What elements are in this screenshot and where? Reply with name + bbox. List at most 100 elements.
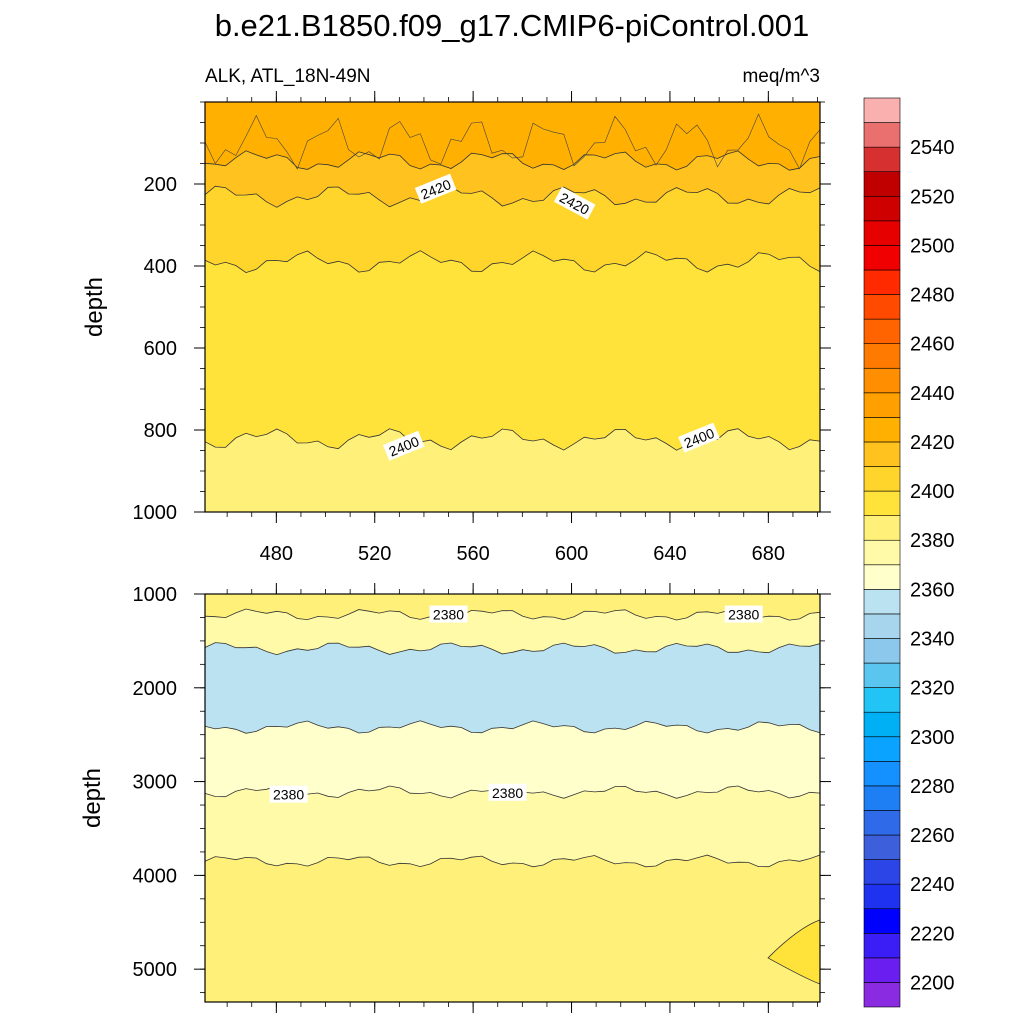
colorbar-tick-label: 2320: [910, 678, 955, 700]
colorbar-box: [863, 441, 901, 467]
colorbar-tick-label: 2280: [910, 776, 955, 798]
contour-band: [205, 720, 820, 799]
y-tick-label: 200: [144, 174, 177, 196]
contour-band: [205, 855, 820, 1002]
upper-plot-frame: [204, 101, 821, 513]
y-tick-label: 3000: [133, 772, 178, 794]
colorbar-box: [863, 687, 901, 713]
lower-axis-ticks: [194, 583, 831, 1013]
colorbar-boxes: [863, 97, 901, 1008]
colorbar-tick-label: 2500: [910, 235, 955, 257]
contour-label-bg: [414, 173, 457, 204]
colorbar-box: [863, 859, 901, 885]
contour-band: [205, 786, 820, 867]
upper-units: meq/m^3: [742, 66, 820, 87]
colorbar-tick-label: 2460: [910, 334, 955, 356]
contour-label: 2380: [269, 785, 308, 803]
colorbar-tick-label: 2400: [910, 481, 955, 503]
colorbar-box: [863, 810, 901, 836]
y-tick-label: 4000: [133, 865, 178, 887]
contour-label-bg: [269, 785, 308, 803]
contour-label: 2380: [724, 605, 763, 623]
colorbar-box: [863, 932, 901, 959]
contour-band: [205, 642, 820, 734]
colorbar-tick-label: 2340: [910, 629, 955, 651]
colorbar-tick-label: 2380: [910, 530, 955, 552]
contour-band: [205, 186, 820, 273]
colorbar-box: [863, 245, 901, 271]
y-tick-label: 400: [144, 256, 177, 278]
contour-label: 2380: [488, 783, 527, 801]
colorbar-box: [863, 367, 901, 394]
contour-line: [204, 608, 821, 621]
colorbar-tick-labels: 2200 2220 2240 2260 2280 2300 2320 2340 2360 2380…: [910, 137, 955, 994]
colorbar-box: [863, 957, 901, 983]
colorbar: 2200 2220 2240 2260 2280 2300 2320 2340 2360 2380…: [863, 97, 955, 1008]
upper-x-tick-labels: 480 520 560 600 640 680: [260, 543, 785, 565]
colorbar-box: [863, 490, 901, 516]
contour-label-bg: [429, 605, 468, 623]
y-tick-label: 1000: [133, 584, 178, 606]
contour-label-text: 2380: [728, 607, 759, 623]
contour-label-bg: [678, 422, 720, 453]
colorbar-box: [863, 97, 901, 123]
colorbar-box: [863, 908, 901, 934]
colorbar-box: [863, 613, 901, 639]
colorbar-tick-label: 2260: [910, 825, 955, 847]
contour-band: [205, 428, 820, 512]
x-tick-label: 600: [555, 543, 588, 565]
y-tick-label: 800: [144, 420, 177, 442]
x-tick-label: 560: [456, 543, 489, 565]
colorbar-box: [863, 736, 901, 762]
lower-plot-frame: [204, 593, 821, 1003]
contour-line: [204, 428, 821, 451]
colorbar-box: [863, 466, 901, 492]
y-tick-label: 600: [144, 338, 177, 360]
contour-line: [204, 720, 821, 734]
upper-fill-bands: [205, 102, 820, 512]
region-name: ATL_18N-49N: [250, 66, 370, 87]
colorbar-box: [863, 171, 901, 197]
y-tick-label: 2000: [133, 678, 178, 700]
colorbar-box: [863, 711, 901, 738]
lower-contour-labels: 2380 2380 2380 2380: [269, 605, 763, 803]
contour-band: [205, 102, 820, 171]
contour-line: [204, 642, 821, 656]
contour-label-bg: [724, 605, 763, 623]
colorbar-box: [863, 564, 901, 590]
contour-label-text: 2380: [273, 787, 304, 803]
colorbar-tick-label: 2440: [910, 383, 955, 405]
contour-label-text: 2380: [433, 607, 464, 623]
colorbar-tick-label: 2220: [910, 923, 955, 945]
colorbar-tick-label: 2300: [910, 727, 955, 749]
colorbar-box: [863, 417, 901, 443]
lower-fill-bands: [205, 594, 820, 1002]
colorbar-box: [863, 269, 901, 295]
colorbar-box: [863, 146, 901, 173]
colorbar-box: [863, 785, 901, 811]
contour-band: [205, 609, 820, 655]
colorbar-box: [863, 195, 901, 222]
contour-label-bg: [488, 783, 527, 801]
colorbar-tick-label: 2360: [910, 579, 955, 601]
contour-line: [204, 250, 821, 274]
y-tick-label: 5000: [133, 959, 178, 981]
contour-label-bg: [553, 186, 596, 220]
contour-band: [205, 594, 820, 621]
upper-contour-lines: [204, 113, 821, 451]
upper-axis-ticks: [194, 91, 831, 523]
colorbar-box: [863, 122, 901, 148]
colorbar-tick-label: 2480: [910, 285, 955, 307]
colorbar-box: [863, 883, 901, 910]
colorbar-box: [863, 761, 901, 787]
y-tick-label: 1000: [133, 502, 178, 524]
colorbar-box: [863, 515, 901, 541]
colorbar-box: [863, 294, 901, 320]
colorbar-box: [863, 539, 901, 566]
colorbar-box: [863, 982, 901, 1008]
colorbar-tick-label: 2520: [910, 186, 955, 208]
contour-line: [204, 185, 821, 208]
colorbar-box: [863, 662, 901, 688]
colorbar-box: [863, 834, 901, 860]
upper-panel: ALK, ATL_18N-49N meq/m^3 200 400 600 800 100…: [81, 66, 831, 565]
